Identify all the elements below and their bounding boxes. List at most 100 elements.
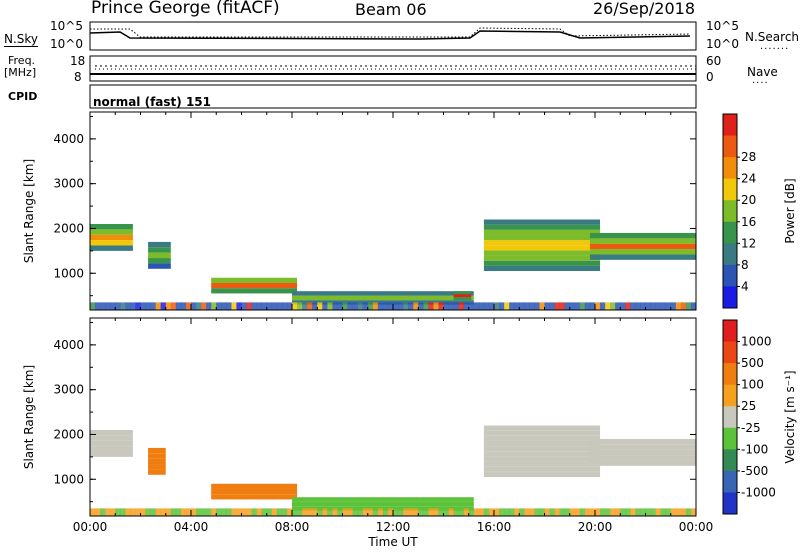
data-cell [453, 291, 472, 295]
data-cell [625, 302, 631, 310]
data-cell [423, 508, 429, 516]
data-cell [206, 508, 212, 516]
data-cell [155, 302, 161, 310]
data-cell [453, 297, 472, 301]
data-cell [110, 302, 116, 310]
data-cell [271, 302, 278, 310]
data-cell [483, 456, 601, 462]
data-cell [438, 302, 444, 310]
data-cell [216, 302, 222, 310]
data-cell [514, 508, 520, 516]
y-tick-label: 4000 [53, 132, 84, 146]
data-cell [185, 508, 192, 516]
data-cell [403, 302, 409, 310]
noise-left-tick-bottom: 10^0 [50, 37, 83, 51]
freq-panel-frame [89, 55, 697, 82]
data-cell [221, 302, 227, 310]
data-cell [150, 508, 156, 516]
data-cell [100, 508, 106, 516]
x-tick-label: 20:00 [578, 520, 613, 534]
data-cell [574, 302, 581, 310]
data-cell [408, 508, 414, 516]
data-cell [191, 302, 197, 310]
data-cell [524, 508, 530, 516]
power-panel: 1000 2000 3000 4000 Slant Range [km] 4 8 12 16 20… [22, 111, 797, 311]
data-cell [690, 302, 697, 310]
data-cell [443, 508, 449, 516]
data-band [589, 438, 696, 466]
colorbar-tick-label: 25 [741, 399, 756, 413]
data-cell [504, 302, 510, 310]
data-cell [185, 302, 192, 310]
data-band [90, 223, 133, 251]
data-cell [148, 453, 166, 459]
data-cell [211, 302, 217, 310]
data-cell [148, 258, 171, 264]
data-cell [670, 508, 677, 516]
data-cell [211, 488, 298, 495]
data-cell [292, 501, 474, 507]
data-cell [246, 302, 252, 310]
data-cell [524, 302, 530, 310]
data-cell [494, 508, 500, 516]
data-cell [519, 302, 525, 310]
data-cell [140, 302, 146, 310]
data-cell [175, 508, 182, 516]
data-cell [231, 302, 237, 310]
data-cell [211, 483, 298, 489]
data-cell [352, 302, 358, 310]
x-tick-label: 04:00 [174, 520, 209, 534]
data-cell [564, 508, 571, 516]
colorbar-tick-label: 16 [741, 215, 756, 229]
data-cell [483, 250, 601, 256]
data-cell [90, 508, 96, 516]
data-cell [610, 508, 616, 516]
data-cell [600, 302, 606, 310]
ground-clutter [90, 508, 697, 516]
data-cell [130, 508, 136, 516]
beam-label: Beam 06 [355, 0, 427, 19]
data-cell [660, 508, 666, 516]
data-cell [216, 508, 222, 516]
data-cell [191, 508, 197, 516]
data-cell [483, 440, 601, 447]
data-cell [90, 223, 133, 230]
data-cell [148, 464, 166, 470]
data-cell [483, 302, 490, 310]
data-cell [605, 302, 611, 310]
data-cell [246, 508, 252, 516]
data-cell [160, 508, 167, 516]
data-cell [403, 508, 409, 516]
data-cell [236, 302, 242, 310]
data-cell [499, 508, 505, 516]
colorbar-tick-label: 1000 [741, 335, 772, 349]
x-tick-label: 12:00 [376, 520, 411, 534]
data-cell [655, 508, 661, 516]
data-cell [615, 508, 621, 516]
data-cell [690, 508, 697, 516]
data-cell [90, 302, 96, 310]
data-cell [140, 508, 146, 516]
data-cell [443, 302, 449, 310]
data-cell [342, 302, 348, 310]
data-cell [276, 508, 283, 516]
data-cell [685, 508, 692, 516]
data-cell [554, 508, 560, 516]
data-cell [261, 508, 268, 516]
data-cell [589, 302, 596, 310]
y-tick-label: 1000 [53, 266, 84, 280]
data-cell [90, 245, 133, 251]
data-cell [453, 294, 472, 298]
data-cell [322, 508, 328, 516]
data-cell [463, 508, 470, 516]
data-cell [211, 494, 298, 500]
data-cell [120, 302, 126, 310]
data-cell [519, 508, 525, 516]
noise-sky-line [89, 30, 691, 40]
colorbar-segment [723, 384, 737, 407]
data-cell [357, 302, 363, 310]
data-cell [292, 291, 474, 296]
data-cell [463, 302, 470, 310]
colorbar-segment [723, 200, 737, 223]
data-cell [302, 508, 308, 516]
